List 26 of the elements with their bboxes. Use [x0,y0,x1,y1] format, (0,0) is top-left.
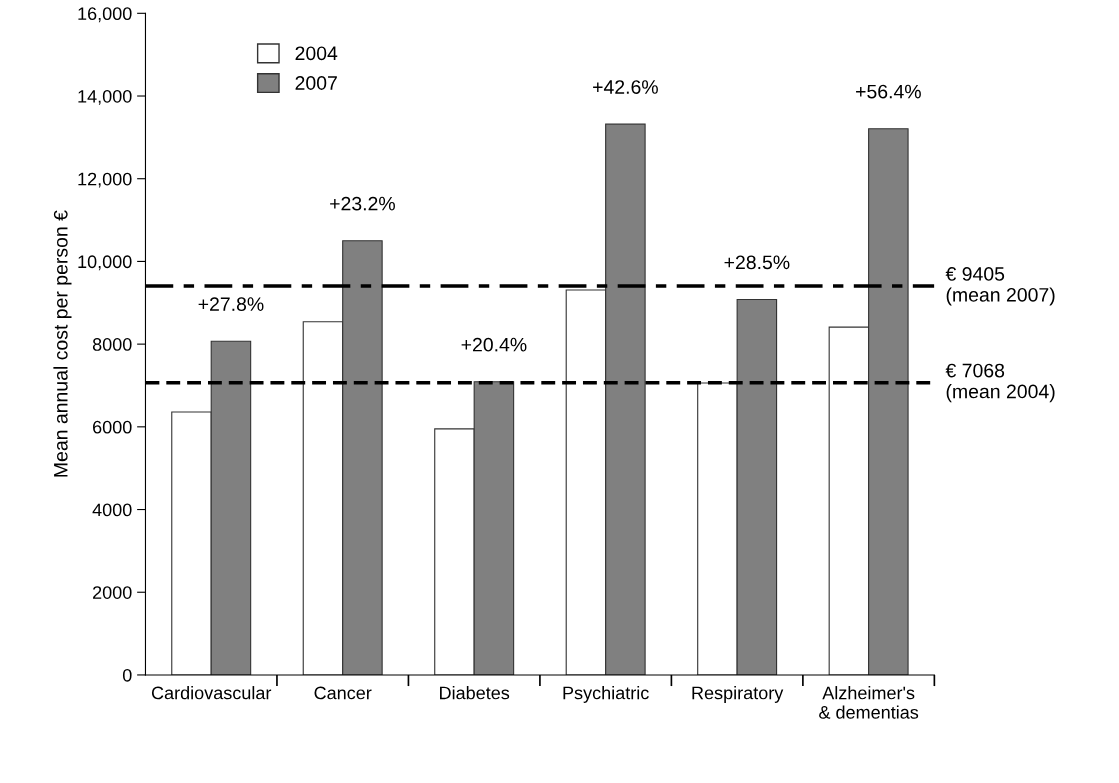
annotation: +27.8% [198,297,264,311]
y-tick-label: 10,000 [78,255,132,271]
y-tick-label: 2000 [93,586,132,599]
y-tick-label: 0 [122,668,132,682]
legend-label: 2007 [295,76,337,90]
y-tick-label: 8000 [92,338,132,351]
annotation: +28.5% [724,255,790,270]
y-tick-label: 4000 [92,503,132,517]
annotation: +56.4% [856,84,921,99]
annotation: +23.2% [330,196,395,211]
ref-line-label: € 7068 (mean 2004) [945,363,1055,403]
x-tick-label: Psychiatric [563,686,649,703]
x-tick-label: Cardiovascular [151,686,272,700]
x-tick-label: Cancer [314,686,372,700]
y-tick-label: 16,000 [78,7,132,23]
x-tick-label: Diabetes [440,686,510,700]
x-tick-label: Respiratory [692,686,784,703]
annotation: +20.4% [461,337,527,352]
legend-label: 2004 [295,46,338,61]
ref-line-label: € 9405 (mean 2007) [945,267,1055,306]
y-tick-label: 14,000 [78,89,132,105]
annotation: +42.6% [593,80,658,94]
y-axis-title: Mean annual cost per person € [53,210,72,477]
y-tick-label: 6000 [93,420,132,434]
y-tick-label: 12,000 [78,172,132,188]
x-tick-label: Alzheimer's & dementias [819,686,919,719]
